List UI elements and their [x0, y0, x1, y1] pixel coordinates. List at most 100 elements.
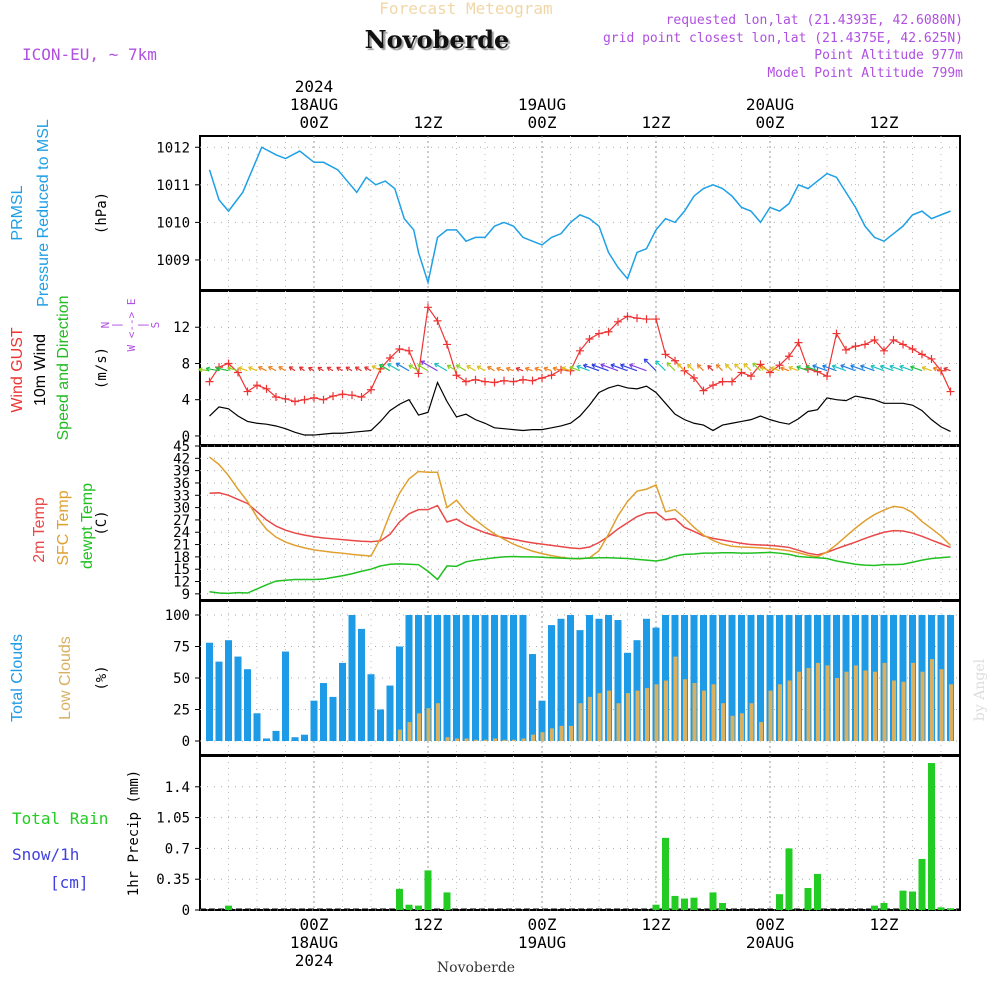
- y-tick-label: 4: [182, 393, 190, 409]
- wind-direction-arrow: [543, 367, 552, 372]
- bar-total-clouds: [434, 615, 441, 741]
- wind-arrowhead: [752, 362, 757, 368]
- credit-watermark: by Angel: [972, 658, 988, 721]
- bar-total-clouds: [415, 615, 422, 741]
- bar-low-clouds: [863, 670, 868, 741]
- wind-arrowhead: [505, 366, 511, 372]
- gust-marker: [614, 317, 622, 326]
- bar-low-clouds: [531, 734, 535, 741]
- gust-marker: [737, 368, 746, 377]
- wind-arrowhead: [932, 366, 938, 372]
- wind-direction-arrow: [655, 360, 666, 372]
- bar-low-clouds: [825, 665, 830, 741]
- wind-direction-arrow: [629, 363, 647, 372]
- bar-low-clouds: [407, 722, 412, 741]
- time-label-date: 19AUG: [518, 95, 566, 114]
- wind-direction-arrow: [610, 364, 628, 372]
- wind-arrowhead: [655, 360, 660, 365]
- wind-arrowhead: [734, 363, 739, 369]
- gust-marker: [386, 354, 394, 363]
- wind-direction-arrow: [715, 364, 723, 372]
- time-label-hour: 12Z: [414, 113, 443, 132]
- wind-arrowhead: [288, 366, 294, 371]
- wind-arrowhead: [248, 366, 253, 371]
- wind-compass-label: |: [136, 322, 149, 329]
- bar-low-clouds: [588, 696, 592, 741]
- bar-total-clouds: [481, 615, 489, 741]
- y-tick-label: 1.05: [156, 811, 190, 827]
- wind-direction-arrow: [395, 362, 410, 372]
- gust-marker: [576, 346, 584, 355]
- panel-frame-precip: [199, 755, 961, 911]
- gust-marker: [509, 377, 518, 386]
- gust-marker: [595, 329, 603, 338]
- wind-arrowhead: [378, 363, 384, 369]
- wind-direction-arrow: [420, 360, 438, 372]
- legend-prmsl: PRMSL: [9, 185, 26, 240]
- time-label-hour: 00Z: [756, 915, 785, 934]
- bar-low-clouds: [749, 703, 754, 741]
- wind-arrowhead: [345, 366, 351, 372]
- time-label-year: 2024: [295, 77, 334, 96]
- wind-arrowhead: [257, 365, 263, 371]
- bar-total-rain: [880, 902, 888, 910]
- gust-marker: [747, 372, 755, 381]
- wind-direction-arrow: [812, 364, 828, 372]
- time-label-hour: 12Z: [414, 915, 443, 934]
- wind-arrowhead: [676, 363, 682, 368]
- bar-low-clouds: [759, 722, 763, 741]
- gust-marker: [519, 375, 527, 384]
- time-label-year: 2024: [295, 951, 334, 970]
- bar-total-rain: [671, 895, 679, 910]
- bar-low-clouds: [559, 725, 564, 741]
- wind-direction-arrow: [583, 364, 600, 372]
- bar-low-clouds: [721, 703, 725, 741]
- y-tick-label: 1.4: [165, 780, 190, 796]
- time-label-hour: 00Z: [528, 915, 557, 934]
- bar-total-clouds: [643, 618, 650, 741]
- time-label-date: 20AUG: [746, 95, 794, 114]
- wind-direction-arrow: [600, 363, 619, 372]
- wind-arrowhead: [707, 364, 712, 370]
- wind-direction-arrow: [666, 362, 676, 372]
- wind-direction-arrow: [525, 367, 533, 372]
- bar-total-clouds: [576, 630, 584, 741]
- wind-direction-arrow: [455, 364, 467, 372]
- gust-marker: [462, 377, 470, 386]
- bar-total-clouds: [681, 615, 688, 741]
- gust-marker: [937, 366, 945, 375]
- bar-total-rain: [662, 837, 669, 910]
- bar-total-clouds: [500, 615, 508, 741]
- bar-low-clouds: [949, 684, 953, 741]
- gust-marker: [861, 340, 869, 349]
- wind-direction-arrow: [216, 367, 229, 372]
- y-tick-label: 39: [173, 464, 190, 480]
- bar-total-clouds: [529, 654, 536, 741]
- wind-direction-arrow: [832, 365, 847, 372]
- y-tick-label: 36: [173, 476, 190, 492]
- time-label-hour: 12Z: [870, 915, 899, 934]
- bar-total-clouds: [367, 674, 375, 741]
- wind-arrowhead: [395, 362, 401, 368]
- gust-marker: [880, 346, 888, 355]
- wind-direction-arrow: [889, 365, 904, 372]
- wind-arrowhead: [371, 365, 377, 370]
- bar-total-clouds: [424, 615, 432, 741]
- bar-total-clouds: [890, 615, 897, 741]
- time-label-date: 20AUG: [746, 933, 794, 952]
- wind-direction-arrow: [805, 365, 818, 372]
- wind-direction-arrow: [725, 363, 733, 372]
- y-axis-label: 1hr Precip (mm): [126, 770, 142, 896]
- series-line-2m-temp: [209, 492, 951, 556]
- supertitle: Forecast Meteogram: [379, 0, 552, 18]
- gust-marker: [291, 397, 299, 406]
- gust-marker: [338, 390, 347, 399]
- gust-marker: [823, 372, 831, 381]
- series-line-sfc-temp: [209, 456, 952, 560]
- bar-total-rain: [776, 894, 783, 910]
- bar-total-clouds: [491, 615, 498, 741]
- wind-direction-arrow: [417, 364, 429, 372]
- wind-arrowhead: [715, 364, 721, 369]
- gust-marker: [272, 392, 280, 401]
- wind-arrowhead: [326, 366, 332, 372]
